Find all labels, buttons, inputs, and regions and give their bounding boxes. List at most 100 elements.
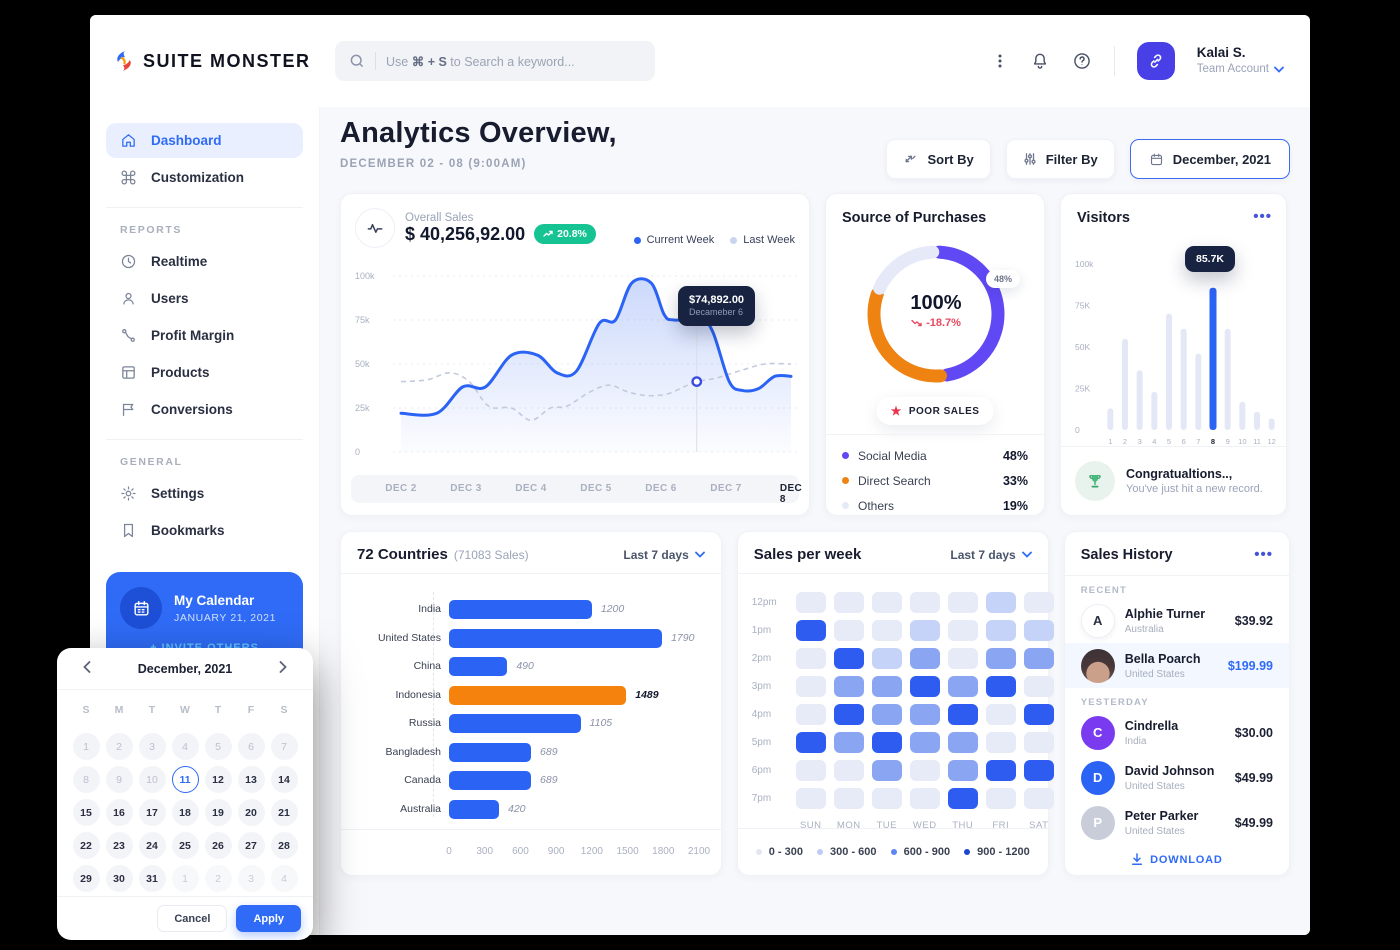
calendar-day[interactable]: 20 [235, 796, 268, 829]
calendar-day[interactable]: 1 [169, 862, 202, 895]
legend-label: 600 - 900 [903, 846, 951, 858]
sale-meta: Cindrella India [1125, 719, 1179, 747]
calendar-day[interactable]: 4 [268, 862, 301, 895]
calendar-day[interactable]: 9 [103, 763, 136, 796]
sale-name: David Johnson [1124, 763, 1215, 778]
calendar-day[interactable]: 7 [268, 730, 301, 763]
svg-text:0: 0 [355, 447, 360, 457]
calendar-day[interactable]: 3 [136, 730, 169, 763]
calendar-day[interactable]: 29 [70, 862, 103, 895]
country-value: 420 [508, 802, 526, 815]
heatmap-cell [871, 676, 902, 697]
brand-logo[interactable]: SUITE MONSTER [90, 49, 320, 73]
svg-text:75K: 75K [1075, 301, 1090, 311]
sidebar-item-bookmarks[interactable]: Bookmarks [106, 513, 303, 548]
country-value: 1200 [600, 603, 625, 615]
more-options-icon[interactable]: ••• [1253, 208, 1272, 225]
heatmap-cell [1023, 648, 1054, 669]
calendar-day[interactable]: 14 [268, 763, 301, 796]
sidebar-item-users[interactable]: Users [106, 281, 303, 316]
calendar-day[interactable]: 4 [169, 730, 202, 763]
calendar-day[interactable]: 3 [235, 862, 268, 895]
overall-sales-label: Overall Sales [405, 211, 474, 224]
day-circle: 24 [138, 832, 166, 859]
sort-by-button[interactable]: Sort By [886, 139, 991, 179]
calendar-day[interactable]: 19 [202, 796, 235, 829]
sale-row[interactable]: D David Johnson United States $49.99 [1065, 755, 1289, 800]
calendar-day[interactable]: 31 [136, 862, 169, 895]
calendar-day[interactable]: 21 [268, 796, 301, 829]
calendar-day[interactable]: 23 [103, 829, 136, 862]
calendar-day[interactable]: 6 [235, 730, 268, 763]
download-button[interactable]: DOWNLOAD [1065, 853, 1289, 866]
sidebar-item-dashboard[interactable]: Dashboard [106, 123, 303, 158]
bell-icon[interactable] [1030, 51, 1050, 71]
kebab-menu-icon[interactable] [992, 53, 1008, 69]
x-axis-label: DEC 8 [779, 483, 803, 505]
weekday-label: T [214, 704, 222, 716]
next-month-button[interactable] [275, 657, 291, 680]
heatmap-row-label: 4pm [751, 709, 772, 720]
sidebar-item-customization[interactable]: Customization [106, 160, 303, 195]
calendar-day[interactable]: 24 [136, 829, 169, 862]
calendar-day[interactable]: 17 [136, 796, 169, 829]
sale-row[interactable]: Bella Poarch United States $199.99 [1064, 643, 1289, 688]
calendar-day[interactable]: 1 [70, 730, 103, 763]
apply-button[interactable]: Apply [236, 905, 301, 932]
avatar[interactable] [1136, 42, 1175, 80]
filter-by-button[interactable]: Filter By [1005, 139, 1115, 179]
calendar-day[interactable]: 13 [235, 763, 268, 796]
calendar-day[interactable]: 27 [235, 829, 268, 862]
sidebar-item-conversions[interactable]: Conversions [106, 392, 303, 427]
poor-sales-badge: ★ POOR SALES [876, 397, 994, 425]
more-options-icon[interactable]: ••• [1254, 546, 1273, 563]
x-axis-label: DEC 2 [385, 483, 417, 494]
day-circle: 20 [237, 799, 265, 826]
date-range-button[interactable]: December, 2021 [1129, 139, 1290, 179]
user-menu[interactable]: Kalai S. Team Account [1197, 45, 1284, 76]
calendar-day[interactable]: 30 [103, 862, 136, 895]
sale-row[interactable]: A Alphie Turner Australia $39.92 [1065, 598, 1289, 643]
heatmap-cell [1023, 676, 1054, 697]
calendar-day[interactable]: 10 [136, 763, 169, 796]
calendar-day[interactable]: 22 [70, 829, 103, 862]
range-dropdown[interactable]: Last 7 days [623, 548, 705, 562]
help-icon[interactable] [1072, 51, 1092, 71]
calendar-day-selected[interactable]: 11 [169, 763, 202, 796]
filter-sliders-icon [1023, 152, 1037, 166]
calendar-day[interactable]: 15 [70, 796, 103, 829]
heatmap-cell [985, 620, 1016, 641]
main-content: Analytics Overview, DECEMBER 02 - 08 (9:… [320, 107, 1310, 935]
calendar-day[interactable]: 25 [169, 829, 202, 862]
sale-row[interactable]: P Peter Parker United States $49.99 [1065, 800, 1289, 845]
page-title: Analytics Overview, [340, 117, 617, 149]
calendar-day[interactable]: 16 [103, 796, 136, 829]
sidebar-item-products[interactable]: Products [106, 355, 303, 390]
calendar-day[interactable]: 2 [103, 730, 136, 763]
calendar-day[interactable]: 26 [202, 829, 235, 862]
cancel-button[interactable]: Cancel [157, 905, 228, 932]
search-input[interactable]: Use ⌘ + S to Search a keyword... [335, 41, 655, 81]
svg-text:10: 10 [1238, 437, 1246, 446]
calendar-day[interactable]: 12 [202, 763, 235, 796]
calendar-day[interactable]: 2 [202, 862, 235, 895]
sidebar-item-settings[interactable]: Settings [106, 476, 303, 511]
sidebar-item-realtime[interactable]: Realtime [106, 244, 303, 279]
calendar-day[interactable]: 8 [70, 763, 103, 796]
heatmap-cell [1023, 732, 1054, 753]
calendar-day[interactable]: 28 [268, 829, 301, 862]
range-dropdown[interactable]: Last 7 days [950, 548, 1032, 562]
calendar-day[interactable]: 18 [169, 796, 202, 829]
sales-history-card: Sales History ••• RECENT A Alphie Turner Au… [1063, 531, 1290, 876]
trophy-icon [1075, 461, 1115, 501]
day-circle: 17 [138, 799, 166, 826]
download-icon [1131, 853, 1143, 866]
chart-legend: Current Week Last Week [633, 234, 795, 248]
legend-label: 900 - 1200 [977, 846, 1030, 858]
sale-row[interactable]: C Cindrella India $30.00 [1065, 710, 1289, 755]
user-name: Kalai S. [1196, 45, 1246, 61]
calendar-day[interactable]: 5 [202, 730, 235, 763]
sidebar-item-profit-margin[interactable]: Profit Margin [106, 318, 303, 353]
country-label: Canada [404, 774, 441, 786]
prev-month-button[interactable] [79, 657, 95, 680]
